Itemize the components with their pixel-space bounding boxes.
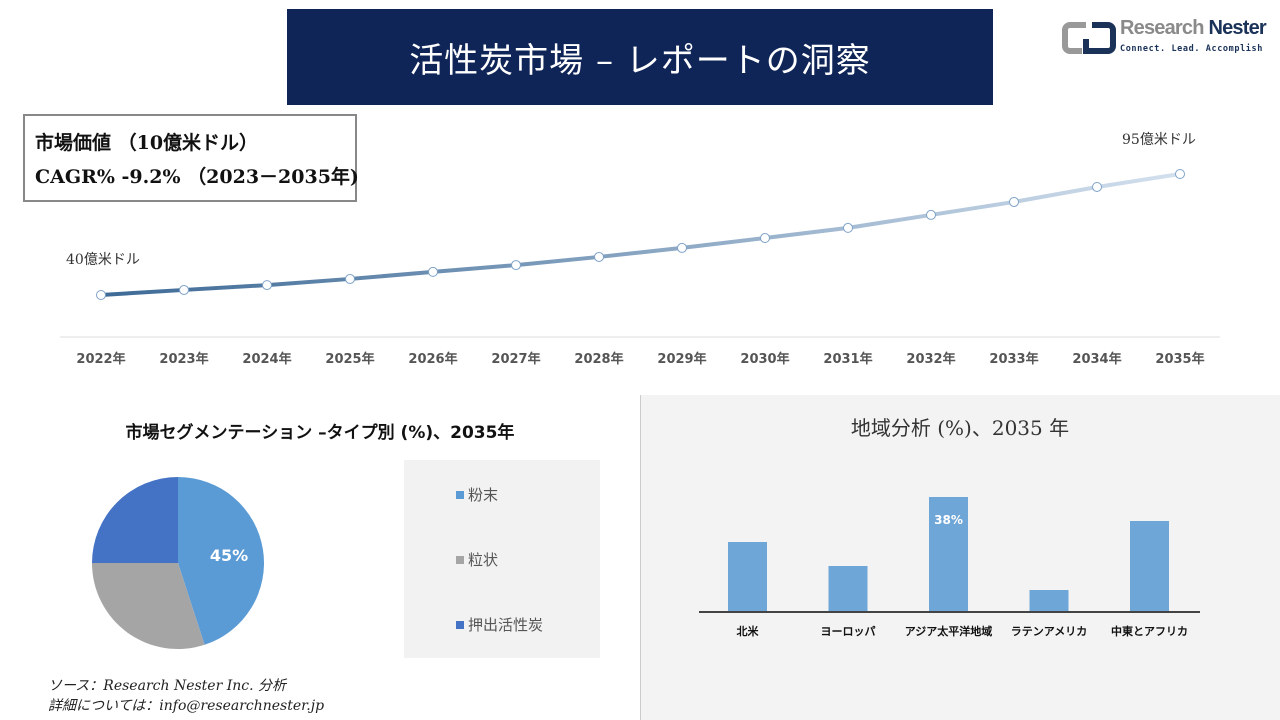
page-title: 活性炭市場 – レポートの洞察 — [287, 9, 993, 105]
legend-label: 粒状 — [468, 551, 499, 569]
x-tick-label: 2026年 — [408, 351, 457, 367]
region-bar-chart: 北米 ヨーロッパ 38% アジア太平洋地域 ラテンアメリカ 中東とアフリカ — [699, 497, 1200, 638]
x-tick-label: ラテンアメリカ — [1011, 625, 1087, 638]
bar — [1130, 521, 1169, 611]
legend-swatch — [456, 555, 464, 564]
start-annotation: 40億米ドル — [66, 252, 140, 268]
market-value-line-chart: 2022年 2023年 2024年 2025年 2026年 2027年 2028年 2029年… — [60, 132, 1220, 367]
data-point — [1175, 169, 1185, 179]
data-point — [1009, 196, 1019, 207]
logo-name: Research Nester — [1120, 16, 1267, 40]
pie-slice — [92, 563, 205, 649]
legend-swatch — [456, 490, 464, 499]
x-tick-label: 2031年 — [823, 351, 872, 367]
end-annotation: 95億米ドル — [1122, 132, 1196, 148]
bar-title: 地域分析 (%)、2035 年 — [850, 416, 1070, 440]
bar-data-label: 38% — [934, 513, 963, 527]
legend-item-powder: 粉末 — [456, 484, 498, 505]
pie-legend: 粉末 粒状 押出活性炭 — [404, 460, 600, 658]
bar — [929, 497, 968, 611]
x-tick-label: 北米 — [737, 624, 760, 638]
x-tick-label: 2025年 — [325, 351, 374, 367]
data-point — [760, 233, 770, 244]
source-note: ソース：Research Nester Inc. 分析 詳細については：info… — [48, 676, 324, 716]
x-tick-label: 2034年 — [1072, 351, 1121, 367]
data-point — [179, 284, 189, 295]
bar — [828, 566, 868, 611]
logo-name-part2: Nester — [1208, 17, 1266, 39]
legend-label: 押出活性炭 — [468, 616, 544, 634]
data-point — [926, 209, 936, 220]
x-tick-label: 2029年 — [657, 351, 706, 367]
x-tick-label: 2024年 — [242, 351, 291, 367]
data-point — [1092, 181, 1102, 192]
data-point — [345, 273, 355, 284]
data-point — [843, 222, 853, 233]
bar — [1029, 590, 1069, 611]
source-text: ソース：Research Nester Inc. 分析 — [48, 678, 287, 694]
x-tick-label: 2023年 — [159, 351, 208, 367]
pie-slice — [92, 477, 178, 563]
legend-item-granular: 粒状 — [456, 549, 498, 570]
data-point — [677, 242, 687, 253]
logo-icon — [1062, 22, 1116, 54]
market-info-box: 市場価値 （10億米ドル） CAGR% -9.2% （2023－2035年) — [23, 114, 359, 202]
x-tick-label: 2033年 — [989, 351, 1038, 367]
x-tick-label: ヨーロッパ — [821, 625, 876, 638]
x-tick-label: 2028年 — [574, 351, 623, 367]
legend-item-extruded: 押出活性炭 — [456, 614, 543, 635]
pie-title: 市場セグメンテーション –タイプ別 (%)、2035年 — [125, 423, 515, 443]
data-point — [262, 280, 272, 291]
legend-label: 粉末 — [468, 486, 499, 504]
x-tick-label: 2035年 — [1155, 351, 1204, 367]
data-point — [511, 260, 521, 271]
research-nester-logo: Research Nester Connect. Lead. Accomplis… — [1062, 16, 1280, 60]
x-tick-label: アジア太平洋地域 — [905, 624, 993, 638]
pie-data-label: 45% — [210, 546, 248, 565]
data-point — [428, 266, 438, 277]
legend-swatch — [456, 620, 464, 629]
data-point — [594, 251, 604, 262]
market-value-label: 市場価値 （10億米ドル） — [35, 132, 259, 154]
logo-name-part1: Research — [1120, 17, 1204, 39]
bar — [728, 542, 767, 611]
x-tick-label: 2027年 — [491, 351, 540, 367]
x-tick-label: 中東とアフリカ — [1111, 624, 1188, 638]
type-pie-chart: 45% — [92, 477, 264, 649]
cagr-label: CAGR% -9.2% （2023－2035年) — [35, 166, 359, 188]
contact-text: 詳細については：info@researchnester.jp — [48, 698, 325, 714]
x-tick-label: 2030年 — [740, 351, 789, 367]
x-tick-label: 2022年 — [76, 351, 125, 367]
data-point — [96, 290, 106, 300]
logo-tagline: Connect. Lead. Accomplish — [1120, 44, 1263, 54]
pie-slice — [178, 477, 264, 645]
series-line — [100, 172, 1181, 297]
x-tick-label: 2032年 — [906, 351, 955, 367]
